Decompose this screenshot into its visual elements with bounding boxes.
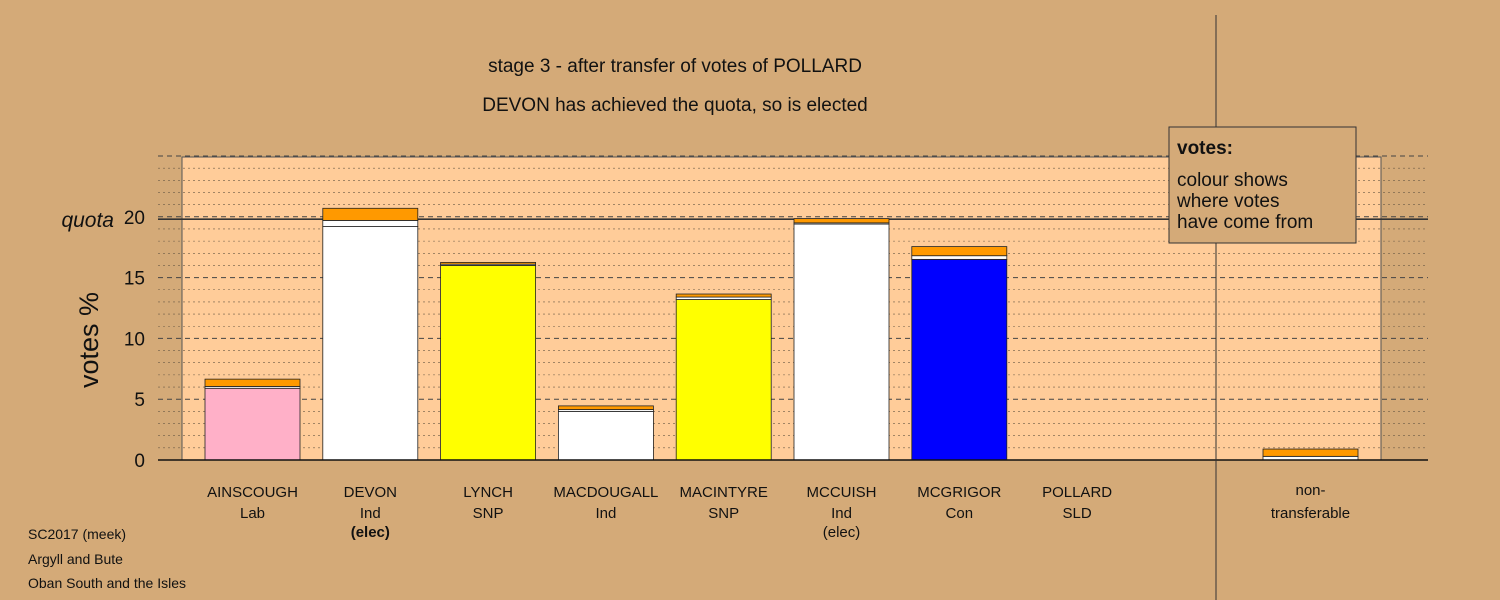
non-transferable-label: transferable	[1271, 505, 1350, 522]
y-tick-label: 10	[124, 329, 145, 350]
candidate-party-label: SNP	[708, 505, 739, 522]
candidate-party-label: SLD	[1063, 505, 1092, 522]
bar-segment	[911, 258, 1008, 461]
candidate-name-label: AINSCOUGH	[207, 484, 298, 501]
bar-segment	[204, 387, 301, 461]
candidate-name-label: LYNCH	[463, 484, 513, 501]
y-tick-label: 0	[134, 451, 145, 472]
candidate-party-label: Ind	[595, 505, 616, 522]
legend-title: votes:	[1177, 138, 1233, 159]
candidate-status-label: (elec)	[823, 524, 861, 541]
candidate-name-label: POLLARD	[1042, 484, 1112, 501]
legend-line-2: where votes	[1176, 191, 1279, 212]
non-transferable-label: non-	[1295, 482, 1325, 499]
bar-segment	[440, 261, 537, 265]
bar-segment	[558, 410, 654, 461]
y-tick-label: 15	[124, 269, 145, 290]
footer-line-2: Argyll and Bute	[28, 551, 123, 567]
chart-subtitle: DEVON has achieved the quota, so is elec…	[482, 95, 868, 116]
bar-segment	[793, 218, 890, 224]
legend-box: votes: colour shows where votes have com…	[1168, 126, 1357, 244]
candidate-party-label: SNP	[473, 505, 504, 522]
candidate-name-label: MACDOUGALL	[553, 484, 658, 501]
candidate-name-label: MCGRIGOR	[917, 484, 1001, 501]
bar-segment	[911, 255, 1008, 260]
y-axis-label: votes %	[74, 292, 104, 388]
footer-line-3: Oban South and the Isles	[28, 575, 186, 591]
legend-line-1: colour shows	[1177, 170, 1288, 191]
candidate-party-label: Lab	[240, 505, 265, 522]
bar-segment	[675, 293, 772, 298]
bar-segment	[204, 378, 301, 387]
bar-segment	[1262, 448, 1359, 457]
y-tick-label: 20	[124, 208, 145, 229]
bar-segment	[558, 405, 654, 410]
footer-line-1: SC2017 (meek)	[28, 526, 126, 542]
bar-segment	[675, 299, 772, 461]
bars	[204, 207, 1359, 461]
bar-segment	[322, 226, 419, 461]
candidate-name-label: DEVON	[344, 484, 397, 501]
candidate-party-label: Ind	[831, 505, 852, 522]
category-labels: AINSCOUGH Lab DEVON Ind (elec) LYNCH SNP MACDOU…	[207, 482, 1350, 541]
y-tick-label: 5	[134, 390, 145, 411]
candidate-name-label: MACINTYRE	[680, 484, 768, 501]
axes: 0 5 10 15 20 quota	[61, 15, 1428, 600]
quota-label: quota	[61, 209, 114, 232]
candidate-name-label: MCCUISH	[807, 484, 877, 501]
bar-segment	[440, 265, 537, 461]
bar-segment	[793, 223, 890, 461]
legend-line-3: have come from	[1177, 212, 1313, 233]
bar-segment	[322, 207, 419, 221]
candidate-party-label: Con	[946, 505, 974, 522]
candidate-party-label: Ind	[360, 505, 381, 522]
chart-title: stage 3 - after transfer of votes of POL…	[488, 56, 862, 77]
bar-segment	[911, 246, 1008, 257]
bar-segment	[322, 220, 419, 227]
candidate-status-label: (elec)	[351, 524, 390, 541]
